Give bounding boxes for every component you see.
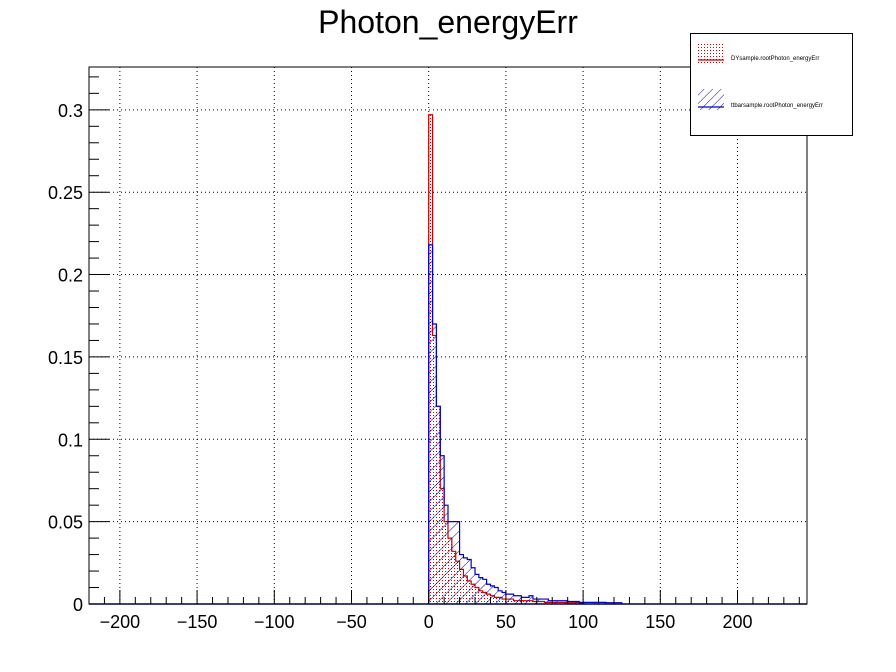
x-tick-label: 200 — [722, 612, 752, 632]
y-tick-label: 0.1 — [58, 430, 83, 450]
x-tick-label: −150 — [177, 612, 218, 632]
y-tick-label: 0.15 — [48, 348, 83, 368]
legend-label-ttbar: ttbarsample.rootPhoton_energyErr — [731, 103, 824, 109]
legend-swatches — [698, 42, 724, 110]
y-tick-label: 0.3 — [58, 101, 83, 121]
x-tick-label: −50 — [336, 612, 367, 632]
y-tick-label: 0.05 — [48, 513, 83, 533]
y-tick-label: 0.25 — [48, 183, 83, 203]
x-tick-label: −200 — [100, 612, 141, 632]
legend-label-dy: DYsample.rootPhoton_energyErr — [731, 56, 820, 62]
x-tick-label: 100 — [568, 612, 598, 632]
histogram-fill-1 — [428, 244, 622, 604]
plot-frame — [88, 66, 808, 605]
x-tick-label: 150 — [645, 612, 675, 632]
x-tick-label: 0 — [424, 612, 434, 632]
legend-swatch-ttbar — [698, 89, 724, 110]
legend-swatch-dy — [698, 42, 724, 63]
x-tick-label: 50 — [496, 612, 516, 632]
y-tick-label: 0.2 — [58, 266, 83, 286]
chart-title: Photon_energyErr — [318, 4, 578, 40]
x-tick-label: −100 — [254, 612, 295, 632]
legend: DYsample.rootPhoton_energyErr ttbarsampl… — [690, 33, 853, 136]
y-tick-label: 0 — [73, 595, 83, 615]
